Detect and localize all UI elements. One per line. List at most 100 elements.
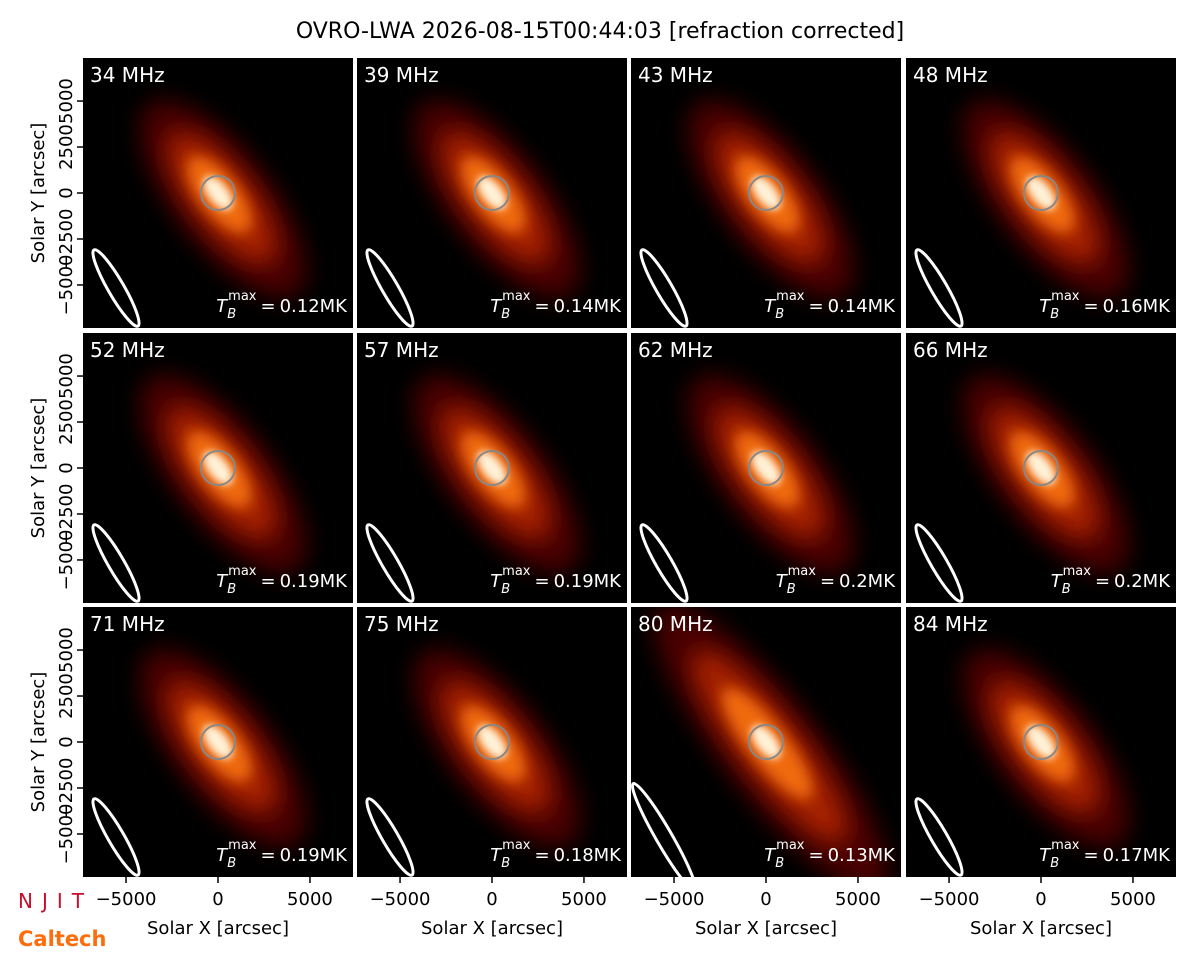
emission xyxy=(413,375,580,574)
tb-symbol: T xyxy=(1039,845,1052,866)
tb-sub: B xyxy=(1050,856,1059,871)
tb-eq: = xyxy=(1095,571,1110,592)
tb-eq: = xyxy=(1083,845,1098,866)
tb-value: 0.16MK xyxy=(1103,296,1172,317)
solar-disk xyxy=(1023,450,1059,486)
solar-disk xyxy=(474,450,510,486)
frequency-label: 80 MHz xyxy=(638,612,713,636)
tb-sub: B xyxy=(775,307,784,322)
panel xyxy=(83,607,353,877)
x-axis-label: Solar X [arcsec] xyxy=(147,918,289,939)
solar-disk xyxy=(1023,724,1059,760)
tb-value: 0.2MK xyxy=(1114,571,1171,592)
logo-njit: NJIT xyxy=(18,889,93,913)
tb-value: 0.13MK xyxy=(828,845,897,866)
solar-disk xyxy=(748,450,784,486)
emission-core xyxy=(751,451,781,485)
tb-value: 0.12MK xyxy=(280,296,349,317)
frequency-label: 39 MHz xyxy=(364,63,439,87)
tb-sup: max xyxy=(502,564,531,579)
y-tick-label: 2500 xyxy=(56,399,77,445)
panel xyxy=(83,333,353,603)
tb-sup: max xyxy=(788,564,817,579)
emission xyxy=(139,100,306,299)
emission xyxy=(962,375,1129,574)
panel xyxy=(357,607,627,877)
frequency-label: 48 MHz xyxy=(913,63,988,87)
tb-eq: = xyxy=(808,296,823,317)
beam xyxy=(91,797,141,877)
y-tick-label: 0 xyxy=(56,462,77,473)
solar-disk xyxy=(1023,175,1059,211)
tb-value: 0.14MK xyxy=(828,296,897,317)
panel xyxy=(631,607,901,877)
x-tick-label: 5000 xyxy=(287,889,333,910)
panel xyxy=(357,333,627,603)
tb-value: 0.17MK xyxy=(1103,845,1172,866)
frequency-label: 84 MHz xyxy=(913,612,988,636)
tb-eq: = xyxy=(808,845,823,866)
y-tick-label: −5000 xyxy=(56,804,77,865)
panel xyxy=(357,58,627,328)
x-axis-label: Solar X [arcsec] xyxy=(970,918,1112,939)
x-tick-label: 5000 xyxy=(561,889,607,910)
y-tick-label: 5000 xyxy=(56,78,77,124)
tb-sub: B xyxy=(501,856,510,871)
y-tick-label: −2500 xyxy=(56,758,77,819)
emission xyxy=(687,100,854,299)
beam xyxy=(914,248,964,328)
frequency-label: 52 MHz xyxy=(90,338,165,362)
y-axis-label: Solar Y [arcsec] xyxy=(28,398,49,539)
solar-disk xyxy=(748,724,784,760)
beam xyxy=(914,523,964,603)
emission-core xyxy=(1026,176,1056,210)
x-tick-label: −5000 xyxy=(96,889,157,910)
tb-eq: = xyxy=(820,571,835,592)
x-tick-label: 0 xyxy=(1035,889,1046,910)
tb-symbol: T xyxy=(490,571,503,592)
x-tick-label: 5000 xyxy=(1110,889,1156,910)
tb-sub: B xyxy=(775,856,784,871)
x-tick-label: 5000 xyxy=(835,889,881,910)
tb-sup: max xyxy=(776,838,805,853)
tb-symbol: T xyxy=(1039,296,1052,317)
tb-sup: max xyxy=(502,289,531,304)
emission-core xyxy=(477,451,507,485)
frequency-label: 66 MHz xyxy=(913,338,988,362)
x-tick-label: 0 xyxy=(212,889,223,910)
panel xyxy=(631,333,901,603)
tb-symbol: T xyxy=(216,296,229,317)
logo-caltech: Caltech xyxy=(18,927,106,951)
y-tick-label: 2500 xyxy=(56,673,77,719)
y-tick-label: 2500 xyxy=(56,124,77,170)
tb-eq: = xyxy=(534,296,549,317)
beam xyxy=(365,248,415,328)
tb-symbol: T xyxy=(764,296,777,317)
panel xyxy=(83,58,353,328)
tb-sup: max xyxy=(1051,289,1080,304)
emission xyxy=(413,100,580,299)
beam xyxy=(639,523,689,603)
beam xyxy=(631,782,698,877)
x-tick-label: 0 xyxy=(486,889,497,910)
tb-eq: = xyxy=(260,845,275,866)
frequency-label: 57 MHz xyxy=(364,338,439,362)
solar-disk xyxy=(200,450,236,486)
solar-disk xyxy=(200,724,236,760)
panel xyxy=(906,58,1176,328)
x-tick-label: 0 xyxy=(760,889,771,910)
tb-sub: B xyxy=(787,582,796,597)
y-tick-label: 0 xyxy=(56,736,77,747)
beam xyxy=(914,797,964,877)
tb-sup: max xyxy=(502,838,531,853)
solar-disk xyxy=(474,724,510,760)
x-tick-label: −5000 xyxy=(644,889,705,910)
y-tick-label: −2500 xyxy=(56,209,77,270)
emission-core xyxy=(477,725,507,759)
tb-sup: max xyxy=(776,289,805,304)
tb-value: 0.19MK xyxy=(280,571,349,592)
emission xyxy=(653,607,889,877)
tb-symbol: T xyxy=(764,845,777,866)
tb-value: 0.2MK xyxy=(839,571,896,592)
y-tick-label: −2500 xyxy=(56,484,77,545)
